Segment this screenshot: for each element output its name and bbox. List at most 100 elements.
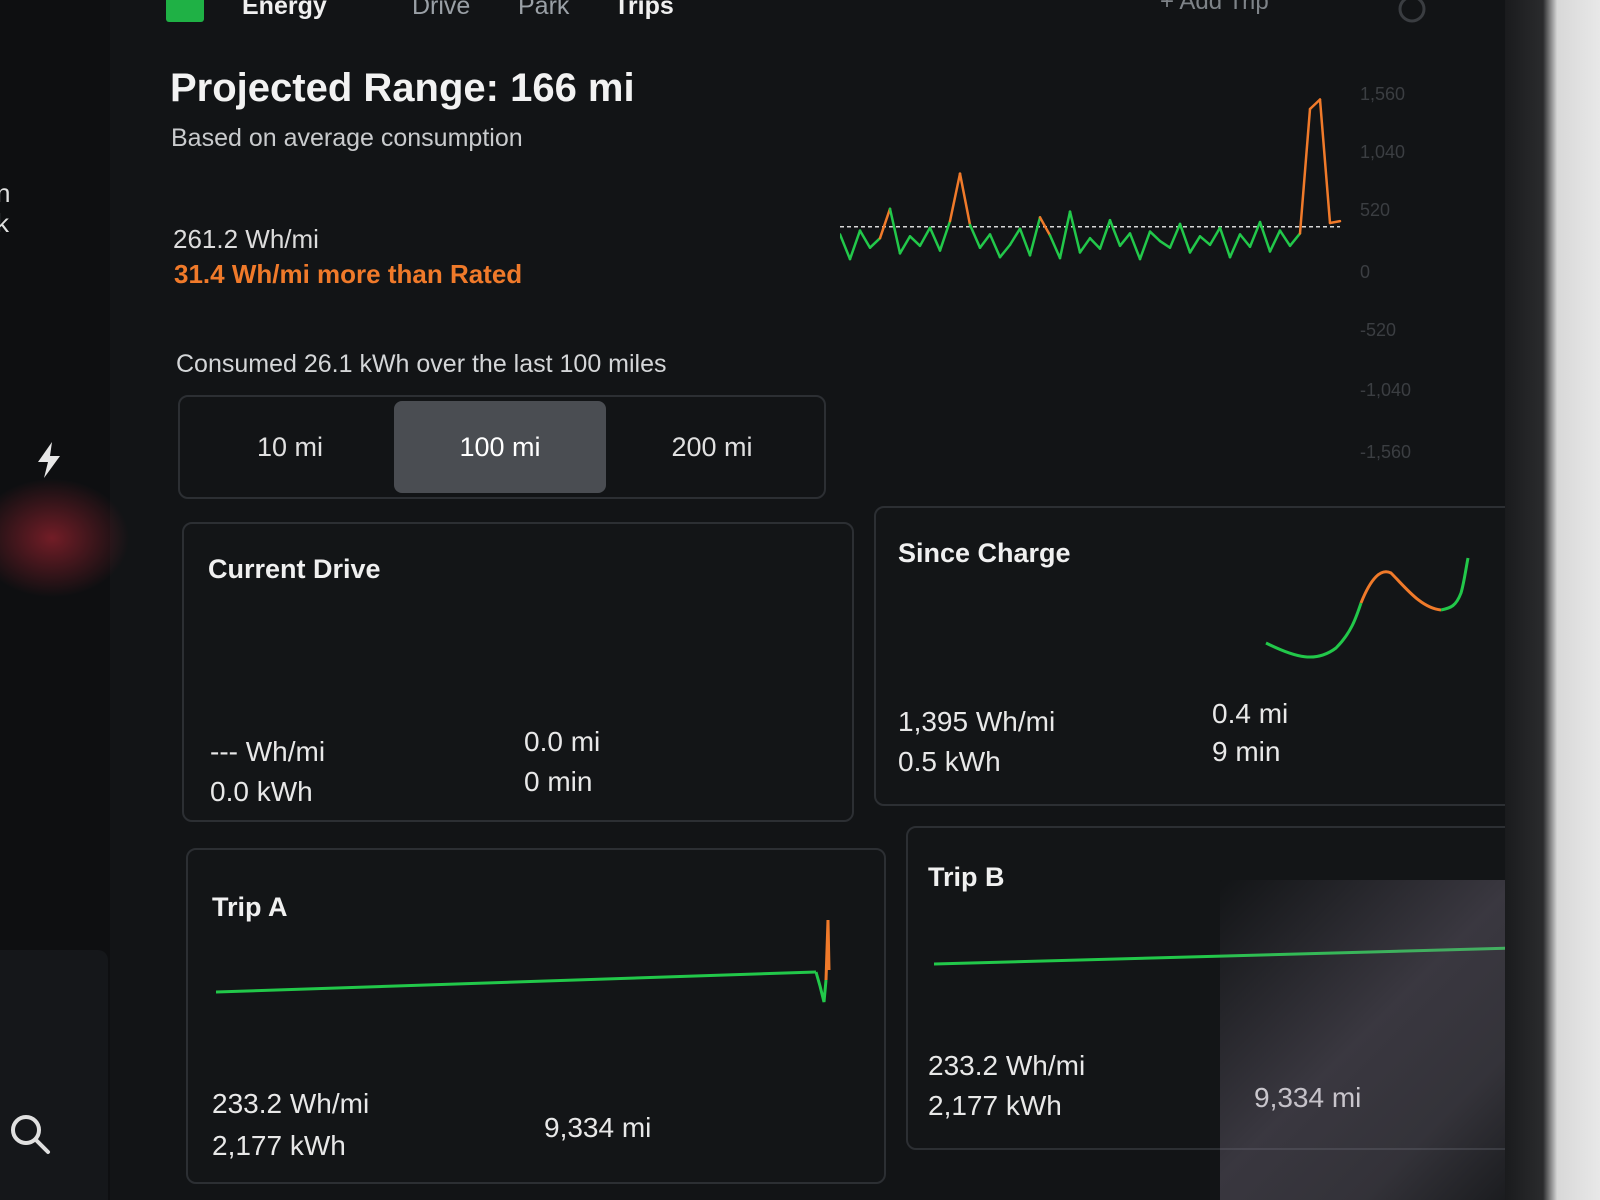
left-rail: n k	[0, 0, 130, 1200]
consumption-line-segment	[1238, 233, 1252, 248]
consumption-summary: Consumed 26.1 kWh over the last 100 mile…	[176, 350, 667, 378]
consumption-line-segment	[1318, 98, 1332, 225]
energy-icon	[166, 0, 204, 22]
consumption-line-segment	[938, 219, 952, 252]
consumption-line-segment	[1328, 219, 1342, 225]
consumption-line-segment	[888, 207, 902, 255]
tab-park[interactable]: Park	[518, 0, 570, 20]
page-subtitle: Based on average consumption	[171, 124, 523, 152]
rail-partial-text-2: k	[0, 208, 9, 238]
consumption-line-segment	[1078, 236, 1092, 254]
current-drive-card[interactable]: Current Drive --- Wh/mi 0.0 kWh 0.0 mi 0…	[182, 522, 854, 822]
consumption-line-segment	[1248, 220, 1262, 248]
efficiency-value: --- Wh/mi	[210, 736, 326, 767]
consumption-line-segment	[1308, 98, 1322, 111]
trip-b-sparkline	[934, 895, 1529, 977]
consumption-line-segment	[1228, 233, 1242, 259]
y-tick-label: -1,040	[1360, 380, 1412, 400]
consumption-line-segment	[1098, 218, 1112, 250]
efficiency-value: 1,395 Wh/mi	[898, 706, 1056, 737]
y-tick-label: 1,040	[1360, 142, 1406, 162]
consumption-line-segment	[868, 236, 882, 249]
consumption-line-segment	[1258, 220, 1272, 253]
distance-value: 9,334 mi	[1254, 1082, 1362, 1113]
bolt-icon[interactable]	[32, 440, 66, 480]
consumption-line-segment	[1028, 216, 1042, 257]
consumption-line-segment	[1198, 235, 1212, 247]
consumption-line-segment	[1128, 232, 1142, 261]
consumption-line-segment	[1038, 216, 1052, 237]
consumption-line-segment	[1068, 210, 1082, 254]
card-title: Trip B	[928, 862, 1005, 892]
consumption-line-segment	[878, 207, 892, 240]
duration-value: 0 min	[524, 766, 593, 797]
search-icon[interactable]	[8, 1112, 52, 1156]
consumption-line-segment	[1018, 227, 1032, 257]
consumption-line-segment	[1118, 232, 1132, 248]
trip-b-card[interactable]: Trip B 233.2 Wh/mi 2,177 kWh 9,334 mi	[906, 826, 1582, 1150]
duration-value: 9 min	[1212, 736, 1281, 767]
consumption-line-segment	[1088, 236, 1102, 250]
consumption-line-segment	[1268, 229, 1282, 253]
page-title: Projected Range: 166 mi	[170, 66, 635, 110]
consumption-line-segment	[918, 226, 932, 248]
consumption-line-segment	[968, 223, 982, 249]
distance-value: 0.0 mi	[524, 726, 601, 757]
consumption-line-segment	[1158, 239, 1172, 249]
since-charge-sparkline	[1265, 557, 1470, 659]
energy-value: 2,177 kWh	[928, 1090, 1062, 1121]
consumption-line-segment	[858, 229, 872, 249]
y-tick-label: 520	[1360, 200, 1391, 220]
tab-trips[interactable]: Trips	[614, 0, 674, 20]
consumption-line-segment	[840, 233, 852, 261]
consumption-line-segment	[998, 243, 1012, 259]
consumption-line-segment	[988, 233, 1002, 259]
rail-partial-text-1: n	[0, 178, 11, 208]
tab-drive[interactable]: Drive	[412, 0, 471, 20]
consumption-line-segment	[1178, 222, 1192, 254]
average-consumption: 261.2 Wh/mi	[173, 224, 319, 254]
energy-consumption-chart	[840, 98, 1342, 261]
consumption-line-segment	[1108, 218, 1122, 248]
energy-value: 2,177 kWh	[212, 1130, 346, 1161]
distance-value: 9,334 mi	[544, 1112, 652, 1143]
consumption-line-segment	[1048, 234, 1062, 260]
card-title: Since Charge	[898, 538, 1071, 568]
distance-value: 0.4 mi	[1212, 698, 1289, 729]
tab-energy[interactable]: Energy	[242, 0, 327, 20]
range-option-100mi[interactable]: 100 mi	[394, 401, 606, 493]
consumption-line-segment	[1208, 226, 1222, 247]
settings-icon[interactable]	[1395, 0, 1429, 26]
energy-value: 0.5 kWh	[898, 746, 1001, 777]
range-option-10mi[interactable]: 10 mi	[256, 431, 324, 462]
consumption-line-segment	[1218, 226, 1232, 259]
consumption-line-segment	[1058, 210, 1072, 260]
consumption-line-segment	[848, 229, 862, 261]
consumption-line-segment	[1008, 227, 1022, 247]
consumption-line-segment	[948, 172, 962, 223]
since-charge-card[interactable]: Since Charge 1,395 Wh/mi 0.5 kWh 0.4 mi …	[874, 506, 1534, 806]
charging-indicator-glow	[0, 478, 130, 598]
consumption-line-segment	[978, 233, 992, 249]
consumption-line-segment	[1298, 107, 1312, 235]
card-title: Current Drive	[208, 554, 381, 584]
efficiency-value: 233.2 Wh/mi	[928, 1050, 1086, 1081]
consumption-line-segment	[928, 226, 942, 252]
consumption-line-segment	[908, 235, 922, 248]
consumption-line-segment	[1138, 230, 1152, 261]
trip-a-card[interactable]: Trip A 233.2 Wh/mi 2,177 kWh 9,334 mi	[186, 848, 886, 1184]
y-tick-label: 0	[1360, 262, 1371, 282]
consumption-line-segment	[1278, 229, 1292, 248]
add-trip-button[interactable]: + Add Trip	[1160, 0, 1269, 15]
y-tick-label: 1,560	[1360, 84, 1406, 104]
card-title: Trip A	[212, 892, 288, 922]
rail-panel	[0, 950, 108, 1200]
energy-value: 0.0 kWh	[210, 776, 313, 807]
range-selector: 10 mi 100 mi 200 mi	[178, 395, 826, 499]
consumption-line-segment	[958, 172, 972, 227]
y-tick-label: -520	[1360, 320, 1397, 340]
consumption-line-segment	[1148, 230, 1162, 243]
range-option-200mi[interactable]: 200 mi	[671, 431, 753, 462]
consumption-line-segment	[1188, 235, 1202, 254]
